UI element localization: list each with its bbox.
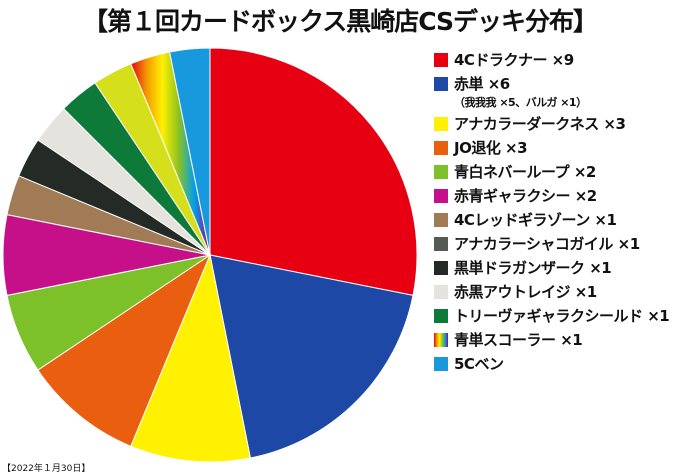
legend-label: 黒単ドラガンザーク ×1 bbox=[454, 259, 612, 277]
pie-slice-12 bbox=[169, 47, 211, 256]
legend-item: 赤黒アウトレイジ ×1 bbox=[434, 280, 680, 304]
legend-swatch bbox=[434, 189, 448, 203]
legend-swatch bbox=[434, 309, 448, 323]
legend-item: 5Cベン bbox=[434, 352, 680, 376]
legend-swatch bbox=[434, 53, 448, 67]
legend-swatch bbox=[434, 117, 448, 131]
legend-label: アナカラーダークネス ×3 bbox=[454, 115, 626, 133]
legend-swatch bbox=[434, 213, 448, 227]
legend-item: 赤単 ×6 （我我我 ×5、バルガ ×1） bbox=[434, 72, 680, 112]
legend-label: トリーヴァギャラクシールド ×1 bbox=[454, 307, 670, 325]
legend-label: 青単スコーラー ×1 bbox=[454, 331, 583, 349]
legend-swatch bbox=[434, 165, 448, 179]
pie-slice-0 bbox=[209, 47, 418, 296]
legend-label: 赤黒アウトレイジ ×1 bbox=[454, 283, 597, 301]
legend-label: 5Cベン bbox=[454, 355, 504, 373]
legend-swatch bbox=[434, 333, 448, 347]
date-label: 【2022年１月30日】 bbox=[2, 464, 91, 474]
legend-label: 青白ネバーループ ×2 bbox=[454, 163, 596, 181]
legend-item: アナカラーダークネス ×3 bbox=[434, 112, 680, 136]
legend-item: トリーヴァギャラクシールド ×1 bbox=[434, 304, 680, 328]
legend-item: JO退化 ×3 bbox=[434, 136, 680, 160]
legend-item: 青単スコーラー ×1 bbox=[434, 328, 680, 352]
legend-item: アナカラーシャコガイル ×1 bbox=[434, 232, 680, 256]
legend-swatch bbox=[434, 357, 448, 371]
legend-item: 黒単ドラガンザーク ×1 bbox=[434, 256, 680, 280]
pie-slice-1 bbox=[209, 254, 414, 459]
legend-note: （我我我 ×5、バルガ ×1） bbox=[454, 96, 587, 109]
legend-item: 4Cレッドギラゾーン ×1 bbox=[434, 208, 680, 232]
legend-swatch bbox=[434, 141, 448, 155]
legend-label: 4Cレッドギラゾーン ×1 bbox=[454, 211, 617, 229]
pie-slice-2 bbox=[130, 253, 251, 463]
legend-label: 赤単 ×6 bbox=[454, 75, 510, 93]
legend-item: 青白ネバーループ ×2 bbox=[434, 160, 680, 184]
chart-title: 【第１回カードボックス黒崎店CSデッキ分布】 bbox=[82, 7, 598, 36]
legend-swatch bbox=[434, 261, 448, 275]
legend-swatch bbox=[434, 77, 448, 91]
legend-label: アナカラーシャコガイル ×1 bbox=[454, 235, 640, 253]
legend-swatch bbox=[434, 237, 448, 251]
legend-item: 4Cドラクナー ×9 bbox=[434, 48, 680, 72]
pie-slice-3 bbox=[37, 253, 212, 447]
legend-item: 赤青ギャラクシー ×2 bbox=[434, 184, 680, 208]
legend: 4Cドラクナー ×9 赤単 ×6 （我我我 ×5、バルガ ×1） アナカラーダークネス… bbox=[434, 48, 680, 376]
legend-label: 赤青ギャラクシー ×2 bbox=[454, 187, 597, 205]
legend-label: JO退化 ×3 bbox=[454, 139, 528, 157]
legend-label: 4Cドラクナー ×9 bbox=[454, 51, 574, 69]
legend-swatch bbox=[434, 285, 448, 299]
